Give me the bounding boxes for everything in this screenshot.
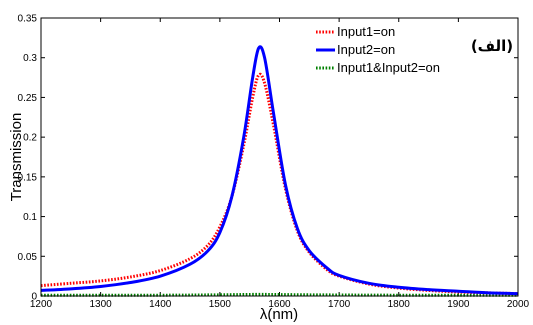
y-tick-label: 0.15 bbox=[18, 172, 38, 183]
y-tick-label: 0.35 bbox=[18, 14, 38, 25]
x-tick-label: 1600 bbox=[268, 299, 291, 310]
legend-label-2: Input2=on bbox=[337, 42, 395, 57]
y-axis-title: Transmission bbox=[8, 113, 25, 202]
x-axis-title: λ(nm) bbox=[260, 306, 298, 323]
x-tick-label: 2000 bbox=[507, 299, 530, 310]
y-tick-label: 0.25 bbox=[18, 93, 38, 104]
plot-frame bbox=[40, 17, 519, 297]
x-tick-label: 1800 bbox=[388, 299, 411, 310]
x-tick-label: 1900 bbox=[447, 299, 470, 310]
legend-label-1: Input1=on bbox=[337, 24, 395, 39]
series-line-3 bbox=[40, 292, 519, 297]
series-line-2 bbox=[40, 45, 519, 296]
y-tick-label: 0.1 bbox=[23, 212, 37, 223]
legend-label-3: Input1&Input2=on bbox=[337, 60, 440, 75]
x-tick-label: 1200 bbox=[30, 299, 53, 310]
x-tick-label: 1300 bbox=[90, 299, 113, 310]
y-tick-label: 0 bbox=[31, 292, 37, 303]
y-tick-label: 0.3 bbox=[23, 53, 37, 64]
y-tick-label: 0.05 bbox=[18, 252, 38, 263]
y-tick-label: 0.2 bbox=[23, 133, 37, 144]
x-tick-label: 1700 bbox=[328, 299, 351, 310]
x-tick-label: 1500 bbox=[209, 299, 232, 310]
x-tick-label: 1400 bbox=[149, 299, 172, 310]
panel-annotation: (الف) bbox=[471, 37, 513, 55]
series-line-1 bbox=[40, 72, 519, 296]
